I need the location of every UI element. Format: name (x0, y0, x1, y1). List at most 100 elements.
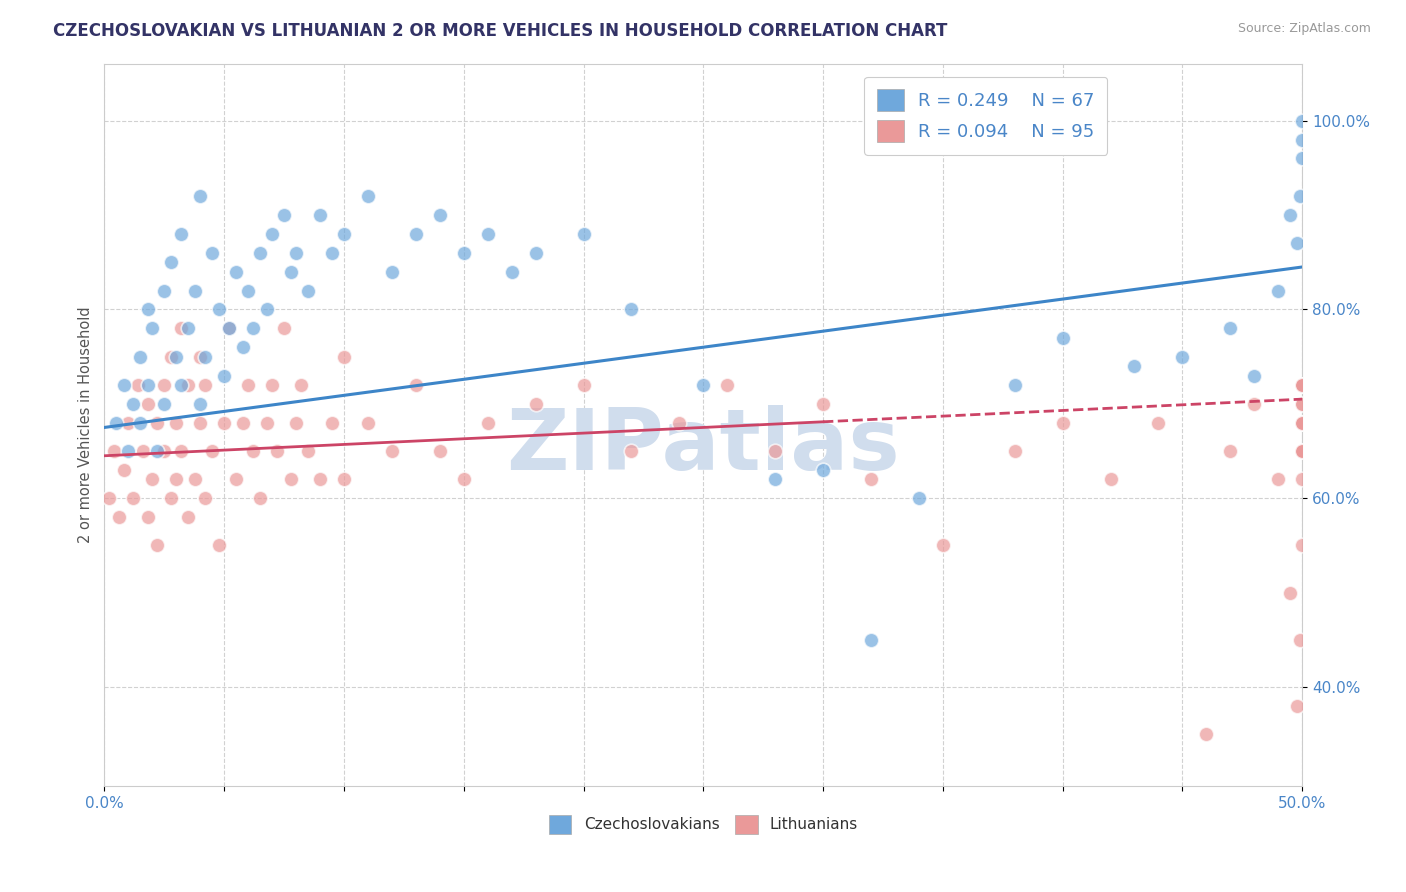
Point (112, 378, 135, 392)
Point (285, 416, 308, 430)
Point (1219, 444, 1241, 458)
Point (477, 227, 499, 241)
Point (1291, 416, 1313, 430)
Point (477, 416, 499, 430)
Point (184, 284, 207, 298)
Point (524, 397, 547, 411)
Point (1052, 331, 1074, 345)
Point (262, 227, 284, 241)
Point (357, 189, 380, 203)
Point (1291, 132, 1313, 146)
Point (1243, 397, 1265, 411)
Point (1286, 698, 1309, 713)
Point (232, 416, 254, 430)
Point (572, 227, 595, 241)
Point (249, 245, 271, 260)
Point (381, 265, 404, 279)
Point (333, 350, 356, 364)
Legend: Czechoslovakians, Lithuanians: Czechoslovakians, Lithuanians (543, 809, 865, 840)
Point (1291, 538, 1313, 552)
Point (160, 350, 183, 364)
Point (160, 255, 183, 269)
Point (105, 416, 128, 430)
Point (194, 378, 217, 392)
Point (1267, 284, 1289, 298)
Point (141, 321, 163, 335)
Point (132, 444, 155, 458)
Point (225, 472, 247, 486)
Y-axis label: 2 or more Vehicles in Household: 2 or more Vehicles in Household (79, 307, 93, 543)
Point (309, 208, 332, 222)
Point (501, 265, 523, 279)
Point (129, 416, 152, 430)
Point (236, 378, 259, 392)
Point (1291, 378, 1313, 392)
Point (194, 491, 217, 506)
Point (136, 397, 159, 411)
Point (232, 340, 254, 354)
Point (763, 472, 786, 486)
Point (297, 444, 319, 458)
Point (208, 302, 231, 317)
Point (136, 510, 159, 524)
Point (170, 378, 193, 392)
Point (1291, 378, 1313, 392)
Point (1219, 321, 1241, 335)
Point (908, 491, 931, 506)
Point (321, 245, 343, 260)
Point (146, 416, 169, 430)
Point (1288, 189, 1310, 203)
Point (136, 378, 159, 392)
Point (225, 265, 247, 279)
Point (1004, 378, 1026, 392)
Point (453, 472, 475, 486)
Point (266, 444, 288, 458)
Point (1279, 585, 1302, 599)
Point (1291, 416, 1313, 430)
Point (1288, 632, 1310, 647)
Point (1291, 397, 1313, 411)
Point (692, 378, 714, 392)
Point (1291, 472, 1313, 486)
Point (1291, 444, 1313, 458)
Point (218, 321, 240, 335)
Point (1291, 416, 1313, 430)
Point (212, 416, 235, 430)
Point (208, 538, 231, 552)
Point (188, 350, 211, 364)
Point (218, 321, 240, 335)
Point (1291, 397, 1313, 411)
Point (429, 208, 451, 222)
Point (236, 284, 259, 298)
Point (1291, 444, 1313, 458)
Text: CZECHOSLOVAKIAN VS LITHUANIAN 2 OR MORE VEHICLES IN HOUSEHOLD CORRELATION CHART: CZECHOSLOVAKIAN VS LITHUANIAN 2 OR MORE … (53, 22, 948, 40)
Point (165, 472, 187, 486)
Point (1099, 472, 1122, 486)
Point (165, 416, 187, 430)
Point (1147, 416, 1170, 430)
Point (117, 416, 139, 430)
Point (280, 265, 302, 279)
Point (201, 444, 224, 458)
Point (357, 416, 380, 430)
Point (160, 491, 183, 506)
Point (859, 472, 882, 486)
Point (297, 284, 319, 298)
Point (1004, 444, 1026, 458)
Point (333, 472, 356, 486)
Point (184, 472, 207, 486)
Point (524, 245, 547, 260)
Point (273, 321, 295, 335)
Point (1291, 378, 1313, 392)
Point (333, 227, 356, 241)
Point (1291, 113, 1313, 128)
Point (188, 189, 211, 203)
Point (859, 632, 882, 647)
Point (170, 227, 193, 241)
Point (668, 416, 690, 430)
Point (188, 416, 211, 430)
Point (1123, 359, 1146, 373)
Point (1291, 416, 1313, 430)
Point (763, 444, 786, 458)
Point (201, 245, 224, 260)
